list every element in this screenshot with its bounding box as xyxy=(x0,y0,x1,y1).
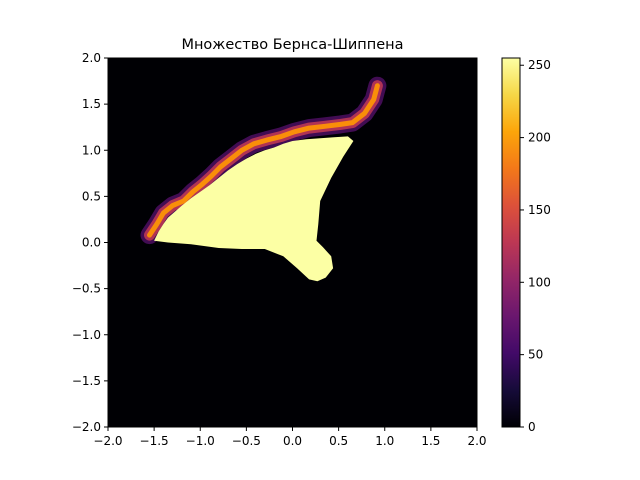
y-tick-label: 0.5 xyxy=(82,189,101,203)
x-tick-label: 1.0 xyxy=(375,434,394,448)
y-tick-label: 1.5 xyxy=(82,97,101,111)
x-tick-label: −0.5 xyxy=(232,434,261,448)
x-tick-label: −2.0 xyxy=(93,434,122,448)
colorbar-tick-label: 0 xyxy=(528,420,536,434)
y-axis: −2.0 −1.5 −1.0 −0.5 0.0 0.5 1.0 1.5 2.0 xyxy=(72,51,108,434)
x-tick-label: −1.5 xyxy=(140,434,169,448)
colorbar-tick-label: 50 xyxy=(528,348,543,362)
chart-title: Множество Бернса-Шиппена xyxy=(181,37,403,53)
y-tick-label: −1.0 xyxy=(72,328,101,342)
y-tick-label: −1.5 xyxy=(72,374,101,388)
y-tick-label: −2.0 xyxy=(72,420,101,434)
x-tick-label: 0.0 xyxy=(283,434,302,448)
x-tick-label: −1.0 xyxy=(186,434,215,448)
y-tick-label: 2.0 xyxy=(82,51,101,65)
x-axis: −2.0 −1.5 −1.0 −0.5 0.0 0.5 1.0 1.5 2.0 xyxy=(93,427,487,448)
x-tick-label: 2.0 xyxy=(467,434,486,448)
plot-area xyxy=(140,76,387,282)
colorbar-tick-label: 100 xyxy=(528,275,551,289)
escape-band-inner xyxy=(147,83,380,238)
y-tick-label: 1.0 xyxy=(82,143,101,157)
x-tick-label: 1.5 xyxy=(421,434,440,448)
y-tick-label: −0.5 xyxy=(72,282,101,296)
colorbar xyxy=(501,57,521,428)
colorbar-tick-label: 200 xyxy=(528,131,551,145)
colorbar-tick-label: 150 xyxy=(528,203,551,217)
colorbar-axis: 0 50 100 150 200 250 xyxy=(520,58,551,434)
max-value-region xyxy=(154,136,354,282)
x-tick-label: 0.5 xyxy=(329,434,348,448)
colorbar-tick-label: 250 xyxy=(528,58,551,72)
y-tick-label: 0.0 xyxy=(82,236,101,250)
